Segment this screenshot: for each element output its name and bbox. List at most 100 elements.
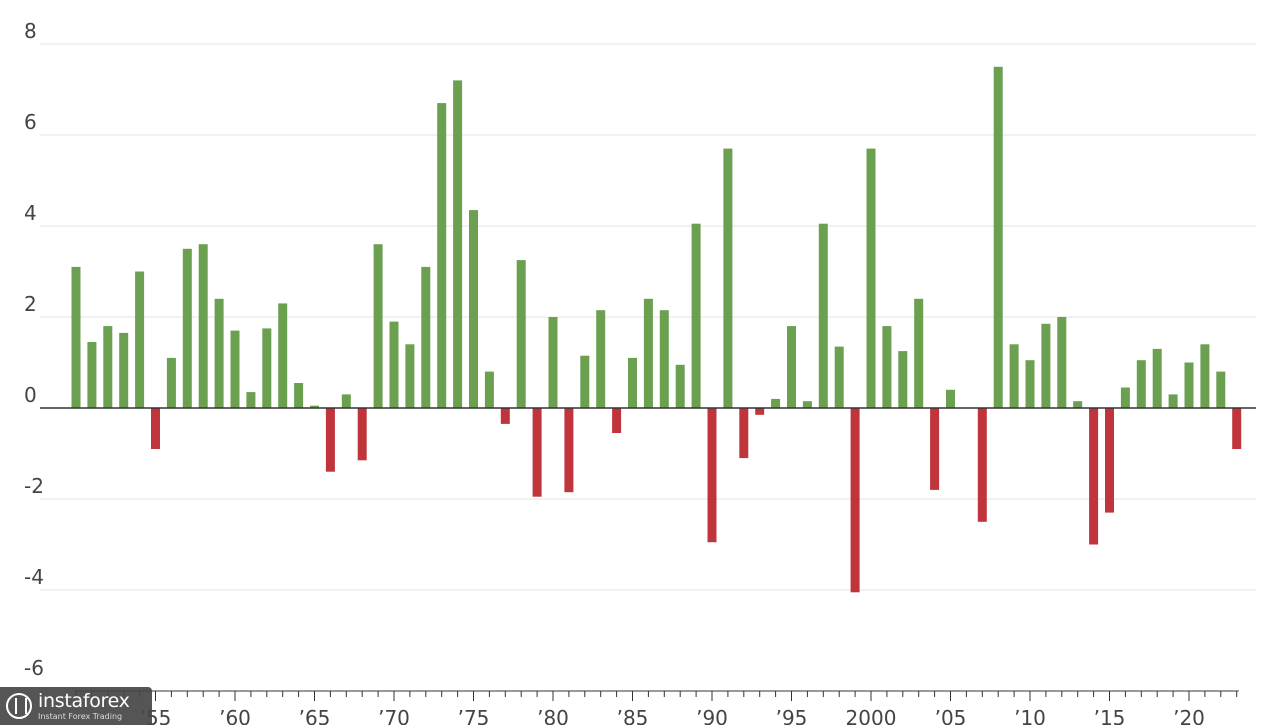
instaforex-logo-icon xyxy=(6,693,32,719)
bar-1955 xyxy=(151,408,160,449)
bar-1962 xyxy=(262,328,272,408)
x-tick-label: ’75 xyxy=(458,706,490,725)
bar-1952 xyxy=(103,326,113,408)
bar-1998 xyxy=(834,346,844,408)
bar-1979 xyxy=(532,408,542,497)
bars xyxy=(71,66,1242,593)
watermark: instaforex Instant Forex Trading xyxy=(0,687,152,725)
bar-2020 xyxy=(1184,362,1194,408)
y-tick-label: -6 xyxy=(24,656,44,680)
x-tick-label: ’65 xyxy=(299,706,331,725)
bar-2022 xyxy=(1216,371,1226,408)
x-tick-label: ’15 xyxy=(1094,706,1126,725)
watermark-text: instaforex Instant Forex Trading xyxy=(38,689,130,721)
bar-2015 xyxy=(1105,408,1114,513)
bar-1971 xyxy=(405,344,415,408)
x-tick-labels: ’55’60’65’70’75’80’85’90’95 2000’05’10’15… xyxy=(140,706,1205,725)
bar-2017 xyxy=(1136,360,1146,408)
bar-1960 xyxy=(230,330,240,408)
bar-1951 xyxy=(87,342,97,408)
bar-1986 xyxy=(643,298,653,408)
bar-2001 xyxy=(882,326,892,408)
bar-1997 xyxy=(818,223,828,408)
bar-2021 xyxy=(1200,344,1210,408)
x-tick-label: ’85 xyxy=(617,706,649,725)
bar-1985 xyxy=(628,357,637,408)
bar-2009 xyxy=(1009,344,1019,408)
bar-1994 xyxy=(771,398,781,408)
y-tick-label: 4 xyxy=(24,201,37,225)
bar-2008 xyxy=(993,66,1003,409)
x-tick-label: ’70 xyxy=(378,706,410,725)
bar-1953 xyxy=(119,332,129,408)
bar-1977 xyxy=(500,408,510,424)
x-axis xyxy=(40,407,1256,701)
y-tick-labels: 8 6 4 2 0 -2 -4 -6 xyxy=(24,19,44,680)
bar-1981 xyxy=(564,408,574,493)
x-tick-label: ’90 xyxy=(696,706,728,725)
bar-1969 xyxy=(373,244,383,408)
bar-1957 xyxy=(182,248,192,409)
y-tick-label: -2 xyxy=(24,474,44,498)
bar-1984 xyxy=(612,408,622,433)
x-tick-label: 2000 xyxy=(846,706,897,725)
bar-1988 xyxy=(675,364,685,408)
watermark-tagline: Instant Forex Trading xyxy=(38,711,123,721)
bar-1950 xyxy=(71,266,81,408)
x-tick-label: ’05 xyxy=(935,706,967,725)
bar-2019 xyxy=(1168,394,1178,409)
x-tick-label: ’20 xyxy=(1173,706,1205,725)
bar-1976 xyxy=(484,371,494,408)
bar-1980 xyxy=(548,317,558,408)
bar-2018 xyxy=(1152,348,1162,408)
y-tick-label: 2 xyxy=(24,292,37,316)
bar-1973 xyxy=(437,103,447,408)
y-tick-label: 0 xyxy=(24,383,37,407)
bar-2014 xyxy=(1089,408,1099,545)
bar-1982 xyxy=(580,355,590,408)
bar-2016 xyxy=(1120,387,1130,408)
bar-1978 xyxy=(516,260,526,408)
bar-1959 xyxy=(214,298,224,408)
bar-1954 xyxy=(135,271,145,408)
bar-2007 xyxy=(977,408,987,522)
bar-1961 xyxy=(246,392,256,408)
bar-2005 xyxy=(946,389,955,408)
bar-2013 xyxy=(1073,401,1083,408)
y-tick-label: 6 xyxy=(24,110,37,134)
bar-1956 xyxy=(166,357,176,408)
bar-1991 xyxy=(723,148,733,408)
bar-2011 xyxy=(1041,323,1051,408)
bar-2010 xyxy=(1025,360,1035,408)
bar-1965 xyxy=(310,405,319,408)
bar-1987 xyxy=(659,310,669,408)
y-tick-label: -4 xyxy=(24,565,44,589)
bar-2000 xyxy=(866,148,876,408)
bar-1992 xyxy=(739,408,749,459)
bar-1990 xyxy=(707,408,717,543)
bar-1989 xyxy=(691,223,701,408)
bar-1966 xyxy=(325,408,335,472)
bar-2003 xyxy=(914,298,924,408)
bar-2012 xyxy=(1057,317,1067,408)
watermark-brand: instaforex xyxy=(38,689,130,712)
x-tick-label: ’95 xyxy=(776,706,808,725)
bar-1974 xyxy=(453,80,463,409)
bar-1967 xyxy=(341,394,351,409)
bar-1970 xyxy=(389,321,399,409)
bar-1968 xyxy=(357,408,367,461)
bar-2023 xyxy=(1232,408,1242,449)
bar-2004 xyxy=(930,408,940,490)
bar-1963 xyxy=(278,303,288,408)
y-tick-label: 8 xyxy=(24,19,37,43)
bar-1958 xyxy=(198,244,208,408)
x-tick-label: ’60 xyxy=(219,706,251,725)
bar-1999 xyxy=(850,408,860,593)
bar-1996 xyxy=(802,401,812,408)
bar-1975 xyxy=(469,210,478,408)
bar-1964 xyxy=(294,383,304,408)
bar-1993 xyxy=(755,408,765,415)
gridlines xyxy=(40,43,1256,591)
bar-1983 xyxy=(596,310,606,408)
